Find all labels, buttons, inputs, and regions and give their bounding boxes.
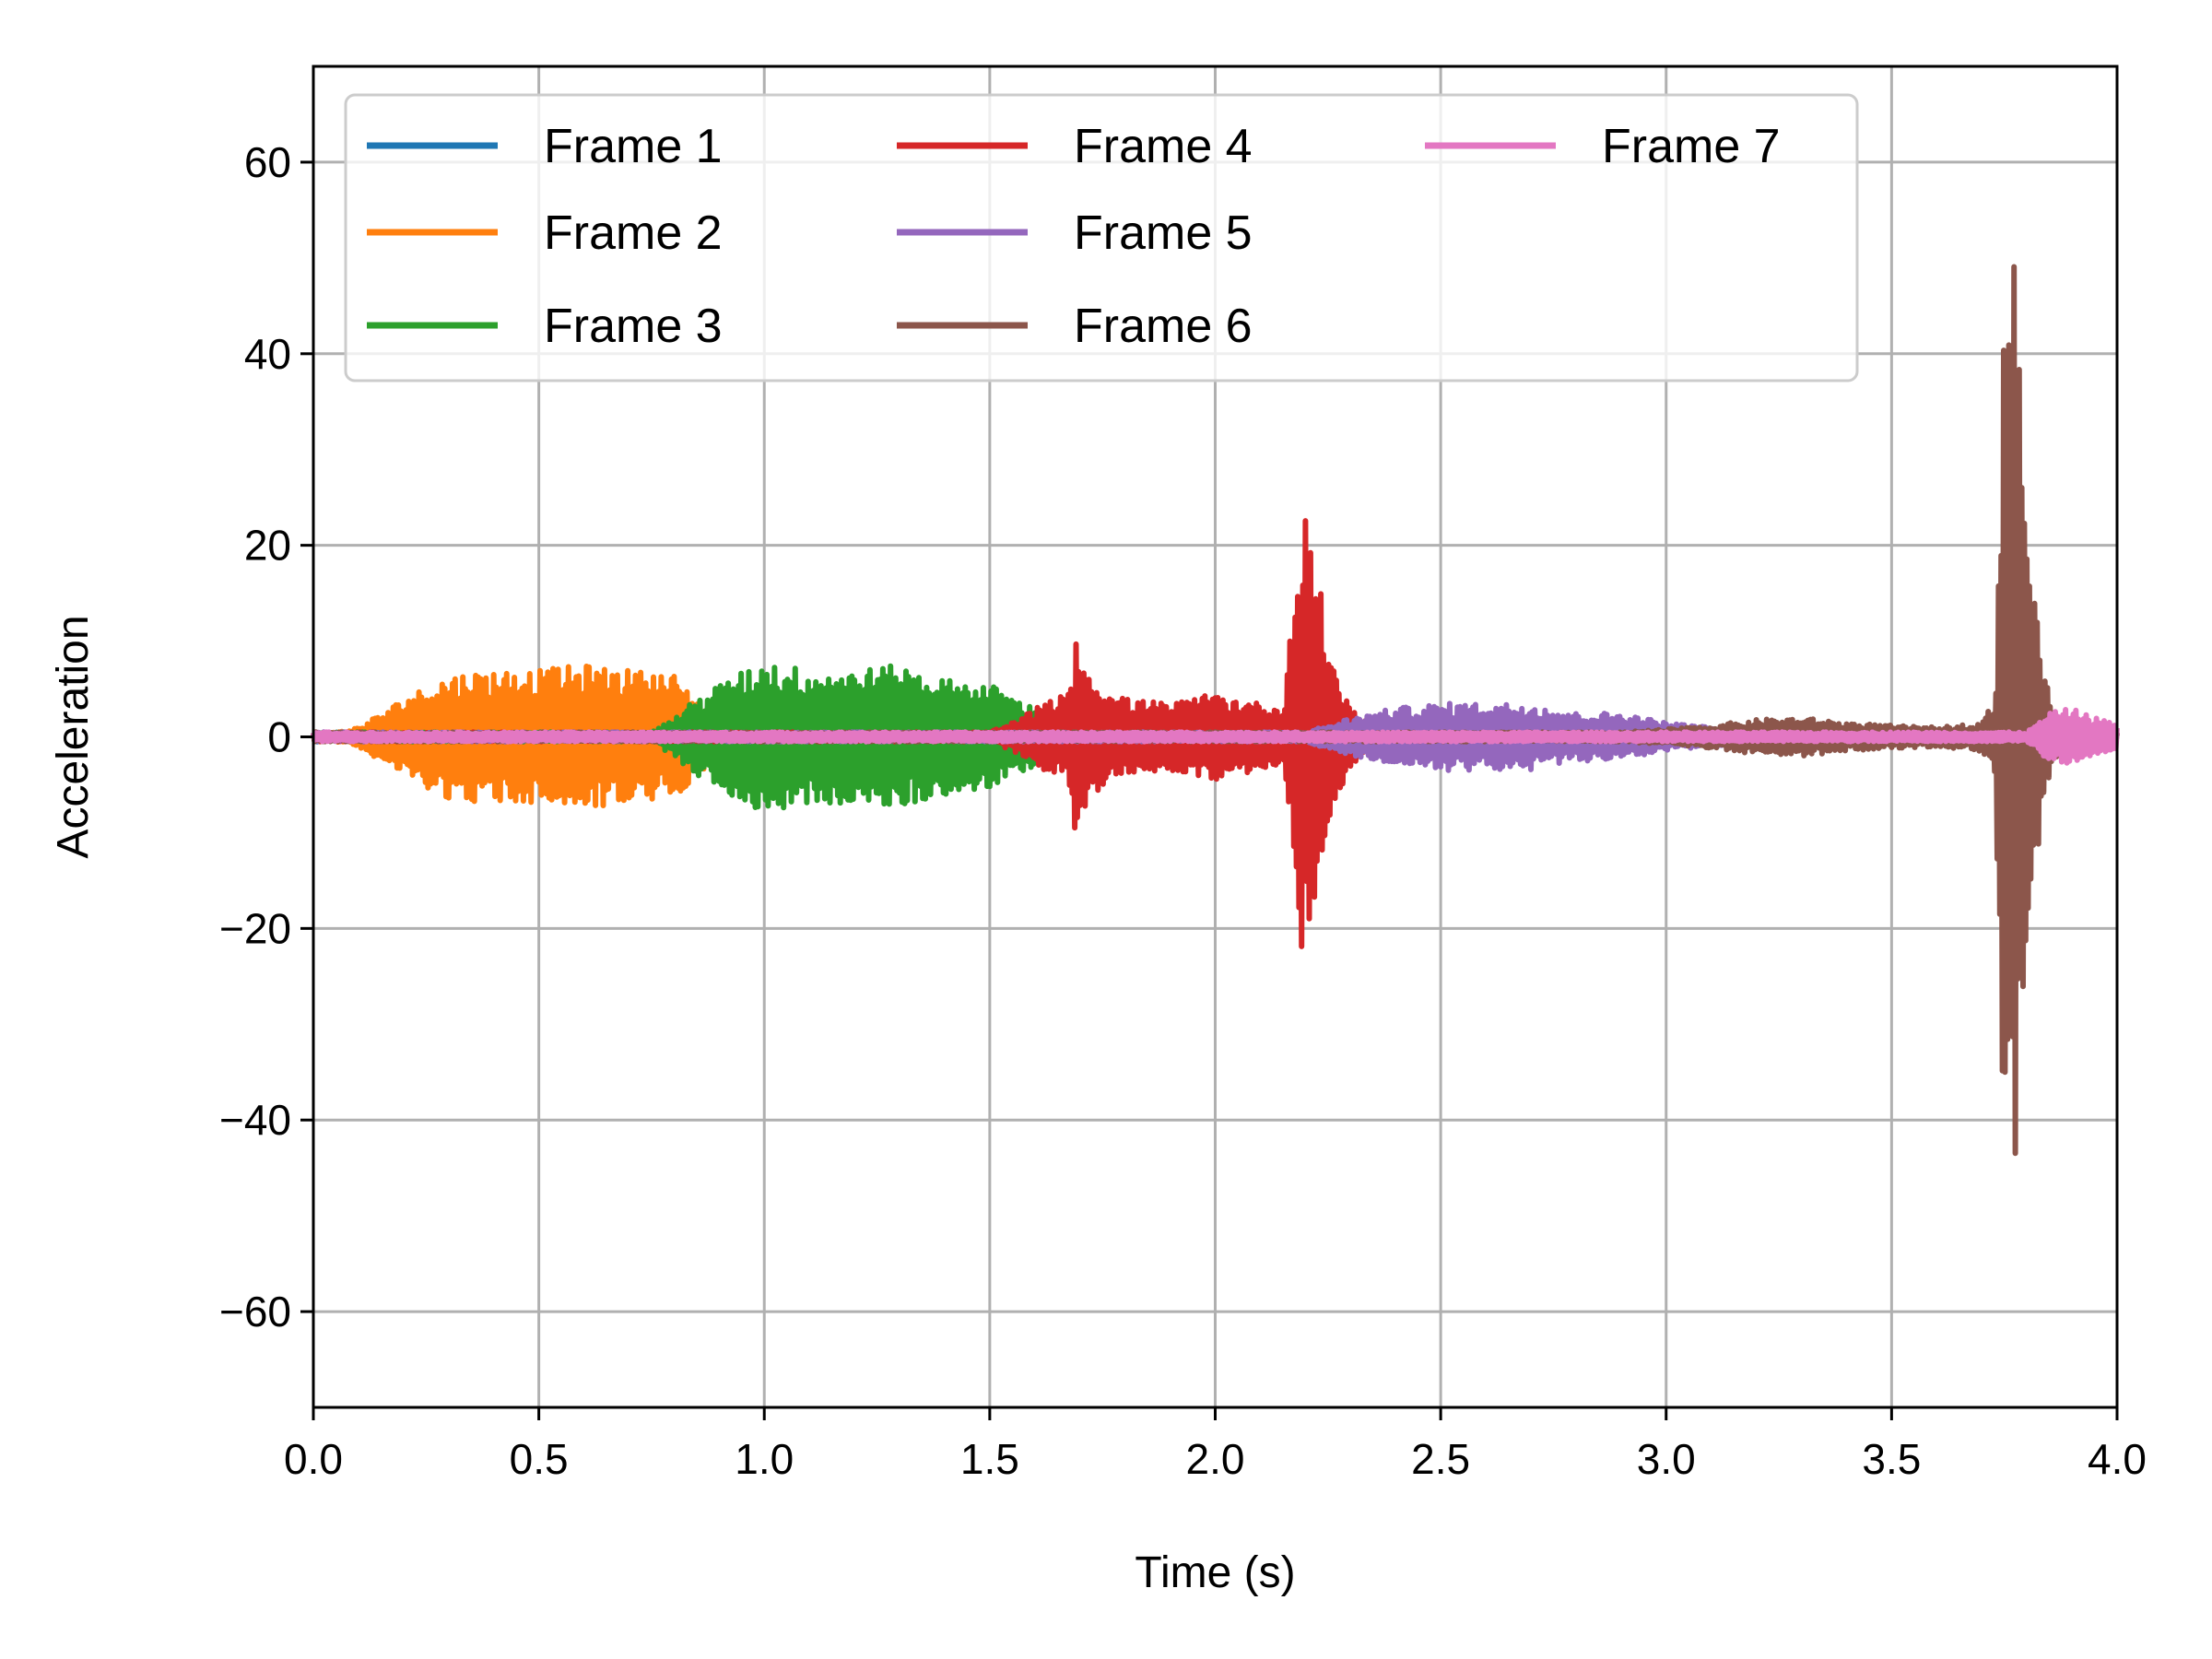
legend-label: Frame 7 <box>1602 120 1781 173</box>
legend-box <box>344 93 1859 382</box>
y-tick-label: 60 <box>244 138 291 186</box>
x-tick-label: 2.5 <box>1411 1435 1470 1483</box>
x-axis-label: Time (s) <box>1135 1548 1295 1597</box>
x-tick-label: 0.5 <box>510 1435 569 1483</box>
y-tick-label: 0 <box>267 713 291 761</box>
y-axis-ticks: −60 −40 −20 0 20 40 60 <box>219 138 313 1335</box>
x-axis-ticks: 0.0 0.5 1.0 1.5 2.0 2.5 3.0 3.5 4.0 <box>284 1407 2147 1483</box>
y-tick-label: 20 <box>244 522 291 570</box>
x-tick-label: 3.0 <box>1637 1435 1696 1483</box>
legend-label: Frame 1 <box>544 120 723 173</box>
legend: Frame 1 Frame 2 Frame 3 Frame 4 Frame 5 Frame… <box>344 93 1859 382</box>
x-tick-label: 0.0 <box>284 1435 343 1483</box>
y-tick-label: −40 <box>219 1096 291 1144</box>
x-tick-label: 4.0 <box>2088 1435 2147 1483</box>
series-layer <box>311 264 2120 1157</box>
x-tick-label: 1.0 <box>735 1435 794 1483</box>
legend-label: Frame 4 <box>1074 120 1253 173</box>
y-axis-label: Acceleration <box>49 615 98 858</box>
y-tick-label: 40 <box>244 330 291 378</box>
y-tick-label: −20 <box>219 904 291 952</box>
x-tick-label: 3.5 <box>1862 1435 1921 1483</box>
y-tick-label: −60 <box>219 1288 291 1335</box>
x-tick-label: 1.5 <box>960 1435 1019 1483</box>
legend-label: Frame 2 <box>544 206 723 260</box>
x-tick-label: 2.0 <box>1186 1435 1245 1483</box>
legend-label: Frame 6 <box>1074 300 1253 353</box>
legend-label: Frame 5 <box>1074 206 1253 260</box>
legend-label: Frame 3 <box>544 300 723 353</box>
series-line-frame-7 <box>311 707 2120 766</box>
